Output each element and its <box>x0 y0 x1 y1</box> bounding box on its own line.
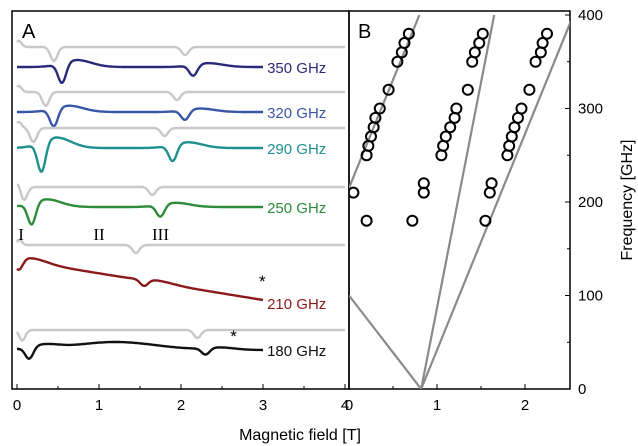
x-tick-label: 0 <box>13 397 21 414</box>
fit-line <box>349 14 421 189</box>
series-label: 290 GHz <box>267 141 326 158</box>
reference-trace <box>16 39 345 63</box>
data-point <box>529 55 542 68</box>
reference-trace <box>16 183 345 202</box>
reference-trace <box>15 238 345 255</box>
x-tick-label: 1 <box>433 397 441 414</box>
data-point <box>523 83 536 96</box>
x-tick-label: 3 <box>259 397 267 414</box>
data-point <box>479 214 492 227</box>
reference-trace <box>16 84 345 108</box>
fit-line <box>420 14 496 389</box>
series-line <box>16 256 264 302</box>
data-point <box>536 37 549 50</box>
series-label: 210 GHz <box>267 296 326 313</box>
transition-label: III <box>152 225 169 244</box>
y-tick-label: 400 <box>578 7 603 24</box>
transition-label: II <box>93 225 105 244</box>
data-point <box>541 27 553 40</box>
data-point <box>501 149 514 162</box>
data-point <box>417 177 430 190</box>
y-tick-label: 0 <box>578 381 586 398</box>
data-point <box>485 177 498 190</box>
data-point <box>435 149 448 162</box>
x-tick-label: 1 <box>95 397 103 414</box>
panel-a-label: A <box>22 21 36 43</box>
transition-label: I <box>18 225 24 244</box>
asterisk-marker: * <box>259 272 266 291</box>
x-tick-label: 2 <box>177 397 185 414</box>
data-point <box>349 186 360 199</box>
panel-a-axis: 0 1 2 3 4 <box>13 384 349 414</box>
panel-b-axis: 0 1 2 0 100 200 300 400 <box>345 7 603 414</box>
series-line <box>17 104 263 128</box>
x-tick-label: 0 <box>345 397 353 414</box>
series-label: 250 GHz <box>267 200 326 217</box>
panel-b-plot <box>349 14 570 389</box>
panel-a-plot: 350 GHz 320 GHz 290 GHz 250 GHz 210 GHz 180 G… <box>15 39 345 360</box>
x-axis-label: Magnetic field [T] <box>239 427 361 444</box>
data-point <box>534 46 547 59</box>
panel-b-frame <box>348 10 571 390</box>
data-point <box>391 55 404 68</box>
data-point <box>444 121 457 134</box>
data-point <box>373 102 386 115</box>
y-tick-label: 300 <box>578 101 603 118</box>
series-label: 320 GHz <box>267 105 326 122</box>
data-point <box>439 130 452 143</box>
series-line <box>17 58 263 85</box>
series-label: 180 GHz <box>267 343 326 360</box>
asterisk-marker: * <box>230 327 237 346</box>
data-point <box>369 111 382 124</box>
data-point <box>398 37 411 50</box>
fit-line <box>420 20 570 389</box>
x-tick-label: 2 <box>521 397 529 414</box>
series-line <box>16 198 263 226</box>
panel-b-label: B <box>358 21 371 43</box>
data-point <box>483 186 496 199</box>
data-point <box>402 27 415 40</box>
series-label: 350 GHz <box>267 60 326 77</box>
y-axis-label: Frequency [GHz] <box>619 140 636 261</box>
reference-trace <box>16 120 345 144</box>
y-tick-label: 200 <box>578 194 603 211</box>
series-line <box>17 136 263 174</box>
data-point <box>476 27 489 40</box>
x-tick-label: 4 <box>341 397 349 414</box>
data-point <box>515 102 528 115</box>
data-point <box>406 214 419 227</box>
data-point <box>382 83 395 96</box>
data-point <box>468 46 481 59</box>
data-point <box>450 102 463 115</box>
data-point <box>360 214 373 227</box>
data-point <box>461 83 474 96</box>
y-tick-label: 100 <box>578 288 603 305</box>
fit-line <box>349 294 423 389</box>
reference-trace <box>15 328 345 342</box>
series-line <box>17 340 263 360</box>
data-point <box>448 111 461 124</box>
